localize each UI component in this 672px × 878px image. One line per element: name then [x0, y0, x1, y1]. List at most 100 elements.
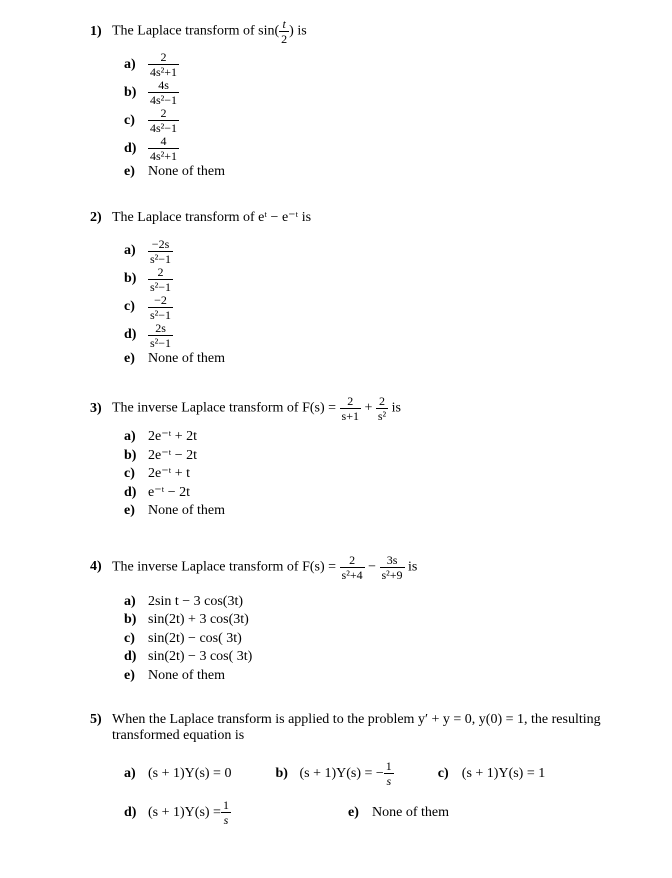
q2-d-label: d) — [124, 326, 148, 344]
q4-b-label: b) — [124, 611, 148, 629]
q5-a-label: a) — [124, 765, 148, 783]
q4-t1: 2s²+4 — [340, 554, 365, 581]
q3-t1: 2s+1 — [340, 395, 361, 422]
question-3-stem: 3) The inverse Laplace transform of F(s)… — [90, 395, 612, 422]
question-2-options: a)−2ss²−1 b)2s²−1 c)−2s²−1 d)2ss²−1 e)No… — [124, 238, 612, 368]
q1-b-frac: 4s4s²−1 — [148, 79, 179, 106]
q5-b-label: b) — [275, 765, 299, 783]
q3-plus: + — [361, 401, 376, 416]
q4-option-c: c)sin(2t) − cos( 3t) — [124, 630, 612, 648]
q4-t1-den: s²+4 — [340, 568, 365, 581]
q2-d-num: 2s — [148, 322, 173, 336]
q3-a-label: a) — [124, 428, 148, 446]
question-1: 1) The Laplace transform of sin(t2) is a… — [90, 18, 612, 181]
q2-a-label: a) — [124, 242, 148, 260]
q1-d-den: 4s²+1 — [148, 149, 179, 162]
question-5-text: When the Laplace transform is applied to… — [112, 712, 612, 744]
q4-text-pre: The inverse Laplace transform of F(s) = — [112, 559, 340, 574]
q2-c-den: s²−1 — [148, 308, 173, 321]
q2-option-d: d)2ss²−1 — [124, 322, 612, 349]
q1-option-c: c)24s²−1 — [124, 107, 612, 134]
q1-b-num: 4s — [148, 79, 179, 93]
question-1-text: The Laplace transform of sin(t2) is — [112, 18, 612, 45]
q1-e-label: e) — [124, 163, 148, 181]
q5-b-pre: (s + 1)Y(s) = − — [299, 765, 383, 783]
q1-d-frac: 44s²+1 — [148, 135, 179, 162]
q5-option-a: a)(s + 1)Y(s) = 0 — [124, 760, 231, 787]
q3-option-a: a)2e⁻ᵗ + 2t — [124, 428, 612, 446]
q5-a-text: (s + 1)Y(s) = 0 — [148, 765, 231, 783]
q4-a-label: a) — [124, 593, 148, 611]
q1-c-num: 2 — [148, 107, 179, 121]
q4-option-e: e)None of them — [124, 667, 612, 685]
q4-t1-num: 2 — [340, 554, 365, 568]
q1-a-label: a) — [124, 56, 148, 74]
q5-b-den: s — [384, 774, 394, 787]
q1-d-label: d) — [124, 140, 148, 158]
q4-e-text: None of them — [148, 667, 225, 685]
q1-option-e: e)None of them — [124, 163, 612, 181]
q3-t1-den: s+1 — [340, 409, 361, 422]
q2-c-frac: −2s²−1 — [148, 294, 173, 321]
q3-t2: 2s² — [376, 395, 388, 422]
q3-t1-num: 2 — [340, 395, 361, 409]
q1-text-post: ) is — [289, 24, 307, 39]
q5-c-text: (s + 1)Y(s) = 1 — [462, 765, 545, 783]
q3-option-e: e)None of them — [124, 502, 612, 520]
q1-arg-num: t — [279, 18, 289, 32]
q2-d-frac: 2ss²−1 — [148, 322, 173, 349]
q1-text-pre: The Laplace transform of sin( — [112, 24, 279, 39]
q1-e-text: None of them — [148, 163, 225, 181]
q3-d-label: d) — [124, 484, 148, 502]
q5-b-frac: 1s — [384, 760, 394, 787]
q2-option-e: e)None of them — [124, 350, 612, 368]
q5-option-d: d)(s + 1)Y(s) = 1s — [124, 799, 304, 826]
q2-c-num: −2 — [148, 294, 173, 308]
page: 1) The Laplace transform of sin(t2) is a… — [0, 0, 672, 878]
question-5-number: 5) — [90, 712, 112, 728]
q3-option-d: d)e⁻ᵗ − 2t — [124, 484, 612, 502]
question-2: 2) The Laplace transform of eᵗ − e⁻ᵗ is … — [90, 209, 612, 368]
q4-option-a: a)2sin t − 3 cos(3t) — [124, 593, 612, 611]
q3-option-b: b)2e⁻ᵗ − 2t — [124, 447, 612, 465]
question-2-stem: 2) The Laplace transform of eᵗ − e⁻ᵗ is — [90, 209, 612, 226]
q3-text-post: is — [388, 401, 401, 416]
q3-b-text: 2e⁻ᵗ − 2t — [148, 447, 197, 465]
question-3-options: a)2e⁻ᵗ + 2t b)2e⁻ᵗ − 2t c)2e⁻ᵗ + t d)e⁻ᵗ… — [124, 428, 612, 520]
q3-c-text: 2e⁻ᵗ + t — [148, 465, 190, 483]
q4-text-post: is — [405, 559, 418, 574]
q5-c-label: c) — [438, 765, 462, 783]
q3-e-text: None of them — [148, 502, 225, 520]
question-5: 5) When the Laplace transform is applied… — [90, 712, 612, 832]
q1-option-a: a)24s²+1 — [124, 51, 612, 78]
q2-option-c: c)−2s²−1 — [124, 294, 612, 321]
q3-text-pre: The inverse Laplace transform of F(s) = — [112, 401, 340, 416]
question-1-number: 1) — [90, 24, 112, 40]
q2-b-frac: 2s²−1 — [148, 266, 173, 293]
question-5-options: a)(s + 1)Y(s) = 0 b)(s + 1)Y(s) = −1s c)… — [124, 754, 612, 832]
q2-b-den: s²−1 — [148, 280, 173, 293]
q4-e-label: e) — [124, 667, 148, 685]
q4-option-b: b)sin(2t) + 3 cos(3t) — [124, 611, 612, 629]
q2-e-text: None of them — [148, 350, 225, 368]
q5-option-e: e)None of them — [348, 799, 449, 826]
q5-d-den: s — [221, 813, 231, 826]
q5-option-c: c)(s + 1)Y(s) = 1 — [438, 760, 545, 787]
question-2-number: 2) — [90, 210, 112, 226]
q4-a-text: 2sin t − 3 cos(3t) — [148, 593, 243, 611]
q3-c-label: c) — [124, 465, 148, 483]
q4-t2: 3ss²+9 — [380, 554, 405, 581]
q1-d-num: 4 — [148, 135, 179, 149]
q4-c-label: c) — [124, 630, 148, 648]
q1-option-b: b)4s4s²−1 — [124, 79, 612, 106]
q5-d-frac: 1s — [221, 799, 231, 826]
q1-b-label: b) — [124, 84, 148, 102]
question-3: 3) The inverse Laplace transform of F(s)… — [90, 395, 612, 520]
q4-minus: − — [365, 559, 380, 574]
q4-t2-den: s²+9 — [380, 568, 405, 581]
q5-option-b: b)(s + 1)Y(s) = −1s — [275, 760, 393, 787]
question-5-stem: 5) When the Laplace transform is applied… — [90, 712, 612, 744]
q2-a-num: −2s — [148, 238, 173, 252]
question-4: 4) The inverse Laplace transform of F(s)… — [90, 554, 612, 685]
q1-a-num: 2 — [148, 51, 179, 65]
